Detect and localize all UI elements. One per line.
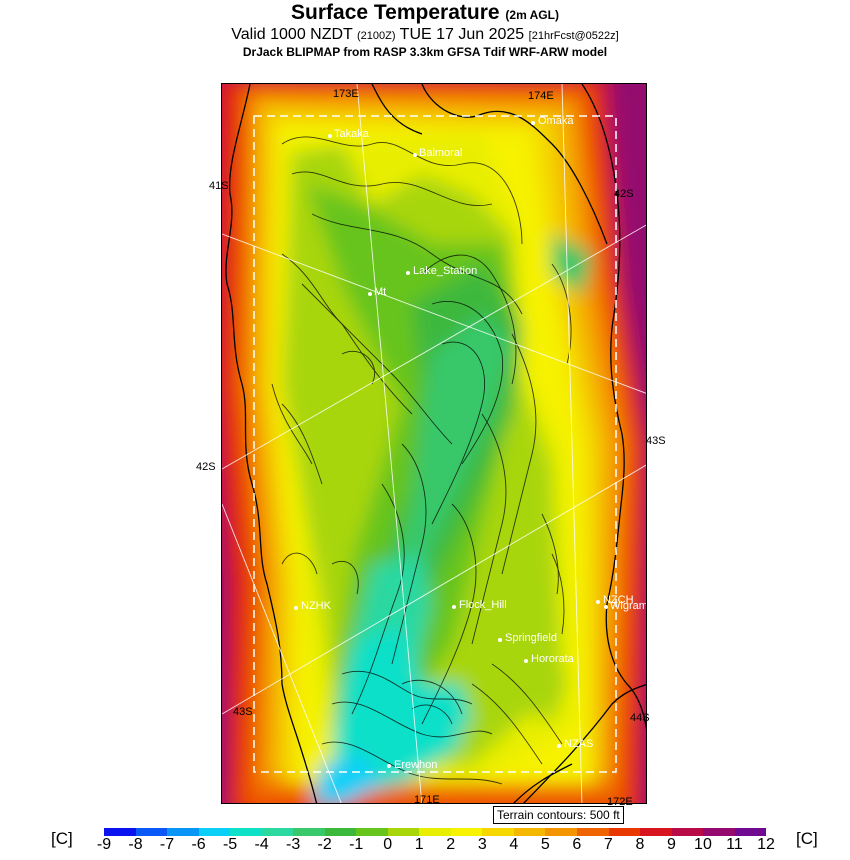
valid-date: TUE 17 Jun 2025 <box>399 26 525 43</box>
colorbar-swatch <box>545 828 577 836</box>
colorbar-swatch <box>104 828 136 836</box>
colorbar-tick-label: 2 <box>446 836 456 853</box>
coord-label: 171E <box>414 794 440 806</box>
colorbar-tick-label: -4 <box>254 836 269 853</box>
valid-time-line: Valid 1000 NZDT (2100Z) TUE 17 Jun 2025 … <box>0 26 850 44</box>
place-mt: Mt <box>374 286 387 298</box>
place-marker <box>294 606 298 610</box>
place-hororata: Hororata <box>531 653 574 665</box>
colorbar-tick-label: -2 <box>317 836 332 853</box>
domain-boundary <box>253 115 617 773</box>
place-nzas: NZAS <box>564 738 594 750</box>
colorbar-tick-label: 12 <box>757 836 775 853</box>
coord-label: 173E <box>333 88 359 100</box>
place-marker <box>328 134 332 138</box>
colorbar-unit-right: [C] <box>796 829 818 848</box>
colorbar-tick-label: -3 <box>286 836 301 853</box>
colorbar-swatch <box>198 828 231 836</box>
coord-label: 43S <box>233 706 253 718</box>
colorbar-swatch <box>167 828 199 836</box>
place-marker <box>413 153 417 157</box>
colorbar-tick-label: 11 <box>726 836 743 853</box>
colorbar-tick-label: -9 <box>96 836 112 853</box>
colorbar-swatch <box>450 828 483 836</box>
place-marker <box>557 744 561 748</box>
title-subtext: (2m AGL) <box>505 8 559 22</box>
place-balmoral: Balmoral <box>419 147 463 159</box>
colorbar-swatch <box>230 828 262 836</box>
colorbar-tick-label: 1 <box>414 836 424 853</box>
colorbar-tick-label: 4 <box>509 836 519 853</box>
valid-utc: (2100Z) <box>356 30 396 42</box>
coord-label: 43S <box>646 435 666 447</box>
place-omaka: Omaka <box>538 115 574 127</box>
place-marker <box>406 271 410 275</box>
place-marker <box>531 121 535 125</box>
terrain-contours <box>271 136 572 785</box>
place-marker <box>452 605 456 609</box>
place-marker <box>596 600 600 604</box>
colorbar-tick-label: 0 <box>383 836 393 853</box>
place-marker <box>604 605 608 609</box>
place-marker <box>524 659 528 663</box>
place-nzhk: NZHK <box>301 600 331 612</box>
valid-time: Valid 1000 NZDT <box>231 26 353 43</box>
colorbar-swatch <box>135 828 168 836</box>
title-text: Surface Temperature <box>291 1 500 24</box>
colorbar-swatch <box>419 828 451 836</box>
coord-label: 42S <box>614 188 634 200</box>
colorbar-tick-label: -7 <box>159 836 175 853</box>
colorbar-swatch <box>734 828 767 836</box>
colorbar-swatch <box>671 828 704 836</box>
colorbar <box>104 828 767 836</box>
colorbar-tick-label: 8 <box>635 836 645 853</box>
colorbar-swatch <box>387 828 420 836</box>
place-erewhon: Erewhon <box>394 759 438 771</box>
colorbar-swatch <box>324 828 357 836</box>
temperature-field <box>222 84 646 803</box>
place-springfield: Springfield <box>505 632 557 644</box>
colorbar-unit-left: [C] <box>51 829 73 848</box>
forecast-info: [21hrFcst@0522z] <box>528 30 619 42</box>
coord-label: 172E <box>607 796 633 808</box>
colorbar-swatch <box>261 828 294 836</box>
place-takaka: Takaka <box>334 128 369 140</box>
colorbar-tick-label: -8 <box>128 836 143 853</box>
map-title: Surface Temperature (2m AGL) <box>0 1 850 25</box>
place-wigram: Wigram <box>610 600 647 612</box>
colorbar-swatch <box>640 828 672 836</box>
colorbar-tick-label: 7 <box>603 836 613 853</box>
graticule <box>222 84 646 803</box>
colorbar-swatch <box>608 828 641 836</box>
colorbar-tick-label: -6 <box>191 836 206 853</box>
model-line: DrJack BLIPMAP from RASP 3.3km GFSA Tdif… <box>242 45 608 59</box>
colorbar-tick-label: -1 <box>349 836 364 853</box>
colorbar-swatch <box>576 828 609 836</box>
colorbar-tick-label: 5 <box>540 836 550 853</box>
map-canvas <box>222 84 646 803</box>
coord-label: 42S <box>196 461 216 473</box>
temperature-map: Takaka Balmoral Omaka Lake_Station Mt NZ… <box>221 83 647 804</box>
place-nzch: NZCH <box>603 594 634 606</box>
colorbar-tick-label: -5 <box>222 836 238 853</box>
colorbar-tick-label: 3 <box>477 836 487 853</box>
terrain-contour-note: Terrain contours: 500 ft <box>493 806 624 824</box>
colorbar-tick-label: 10 <box>694 836 712 853</box>
colorbar-swatch <box>482 828 514 836</box>
colorbar-swatch <box>356 828 388 836</box>
coord-label: 44S <box>630 712 650 724</box>
place-lake-station: Lake_Station <box>413 265 478 277</box>
place-marker <box>368 292 372 296</box>
place-marker <box>387 764 391 768</box>
place-flock-hill: Flock_Hill <box>459 599 507 611</box>
coastlines <box>225 84 646 803</box>
colorbar-tick-label: 6 <box>572 836 582 853</box>
place-marker <box>498 638 502 642</box>
coord-label: 41S <box>209 180 229 192</box>
colorbar-swatch <box>293 828 325 836</box>
coord-label: 174E <box>528 90 554 102</box>
colorbar-swatch <box>703 828 735 836</box>
colorbar-tick-label: 9 <box>666 836 676 853</box>
colorbar-swatch <box>513 828 546 836</box>
